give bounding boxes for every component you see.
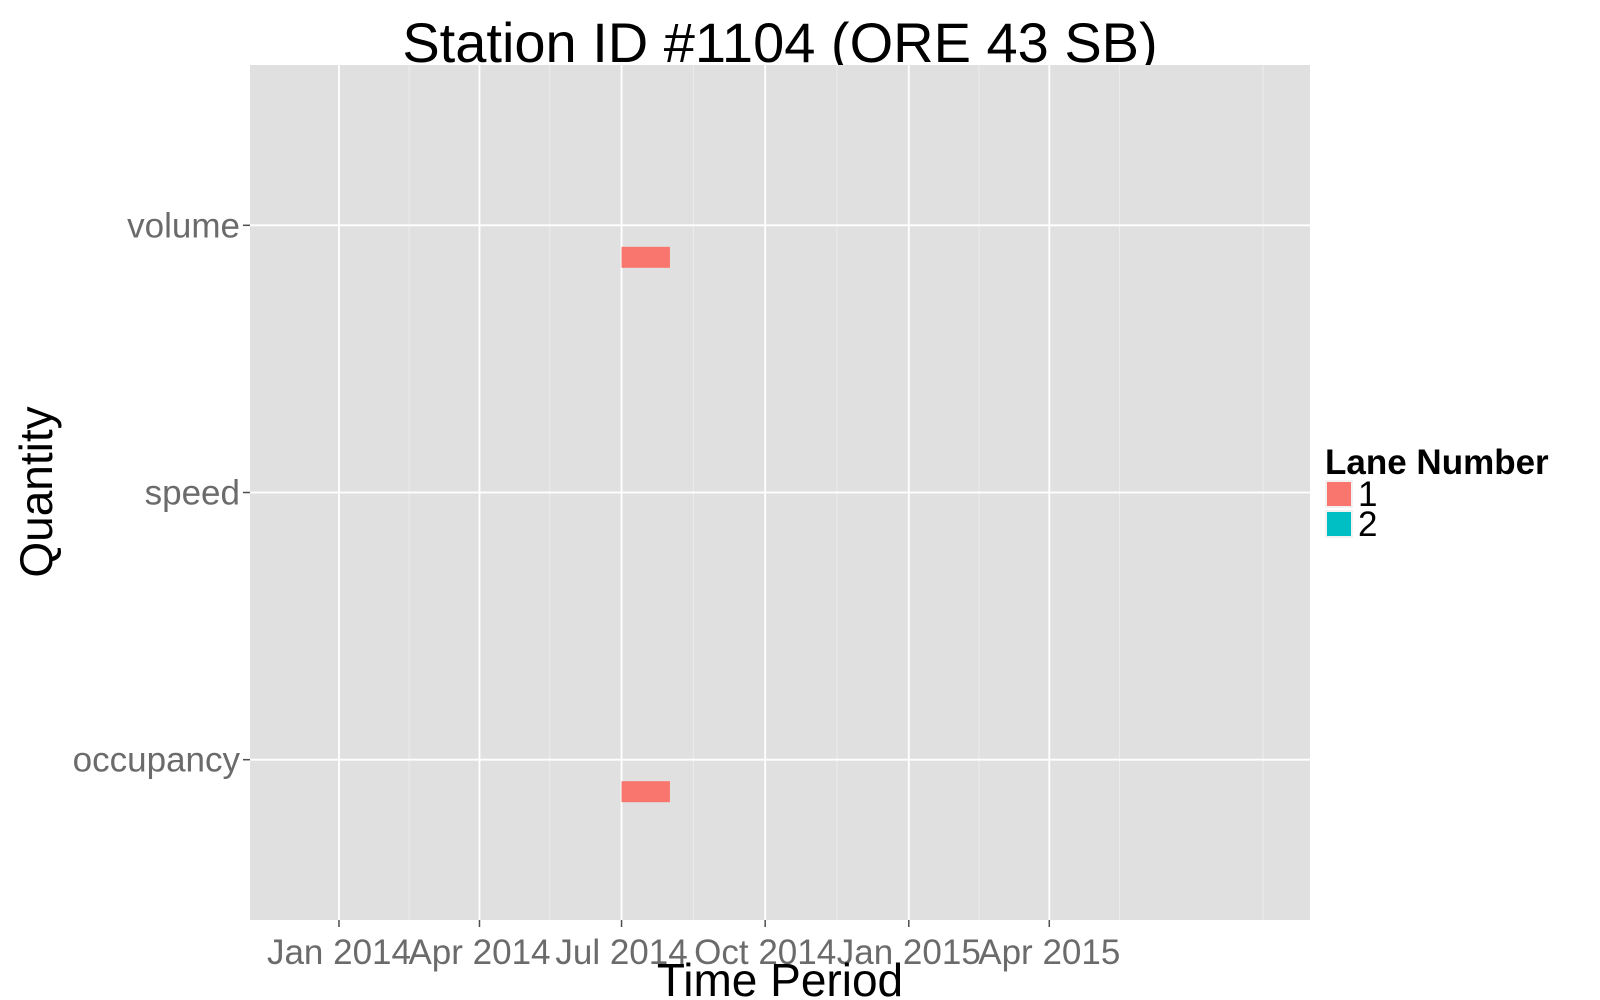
data-bars xyxy=(621,246,670,803)
legend-label-2: 2 xyxy=(1358,505,1377,544)
legend-label-1: 1 xyxy=(1358,475,1377,514)
legend-title: Lane Number xyxy=(1325,443,1549,482)
legend: Lane Number 12 xyxy=(1325,443,1549,544)
y-axis-ticks: occupancy speed volume xyxy=(73,206,250,780)
x-tick-label-4: Jan 2015 xyxy=(837,933,981,972)
y-axis-title: Quantity xyxy=(10,406,62,577)
x-tick-label-3: Oct 2014 xyxy=(694,933,836,972)
x-tick-label-2: Jul 2014 xyxy=(555,933,687,972)
legend-swatch-1 xyxy=(1327,482,1351,506)
legend-swatch-2 xyxy=(1327,512,1351,536)
legend-entries: 12 xyxy=(1325,475,1377,544)
x-tick-label-0: Jan 2014 xyxy=(267,933,411,972)
y-tick-label-occupancy: occupancy xyxy=(73,741,241,780)
chart-title: Station ID #1104 (ORE 43 SB) xyxy=(402,11,1157,74)
y-tick-label-speed: speed xyxy=(145,474,240,513)
bar-lane-1-volume xyxy=(621,246,670,268)
x-axis-title: Time Period xyxy=(657,954,903,1000)
x-tick-label-5: Apr 2015 xyxy=(978,933,1120,972)
major-grid xyxy=(250,65,1310,920)
x-tick-label-1: Apr 2014 xyxy=(408,933,550,972)
y-tick-label-volume: volume xyxy=(127,206,240,245)
bar-lane-1-occupancy xyxy=(621,781,670,803)
